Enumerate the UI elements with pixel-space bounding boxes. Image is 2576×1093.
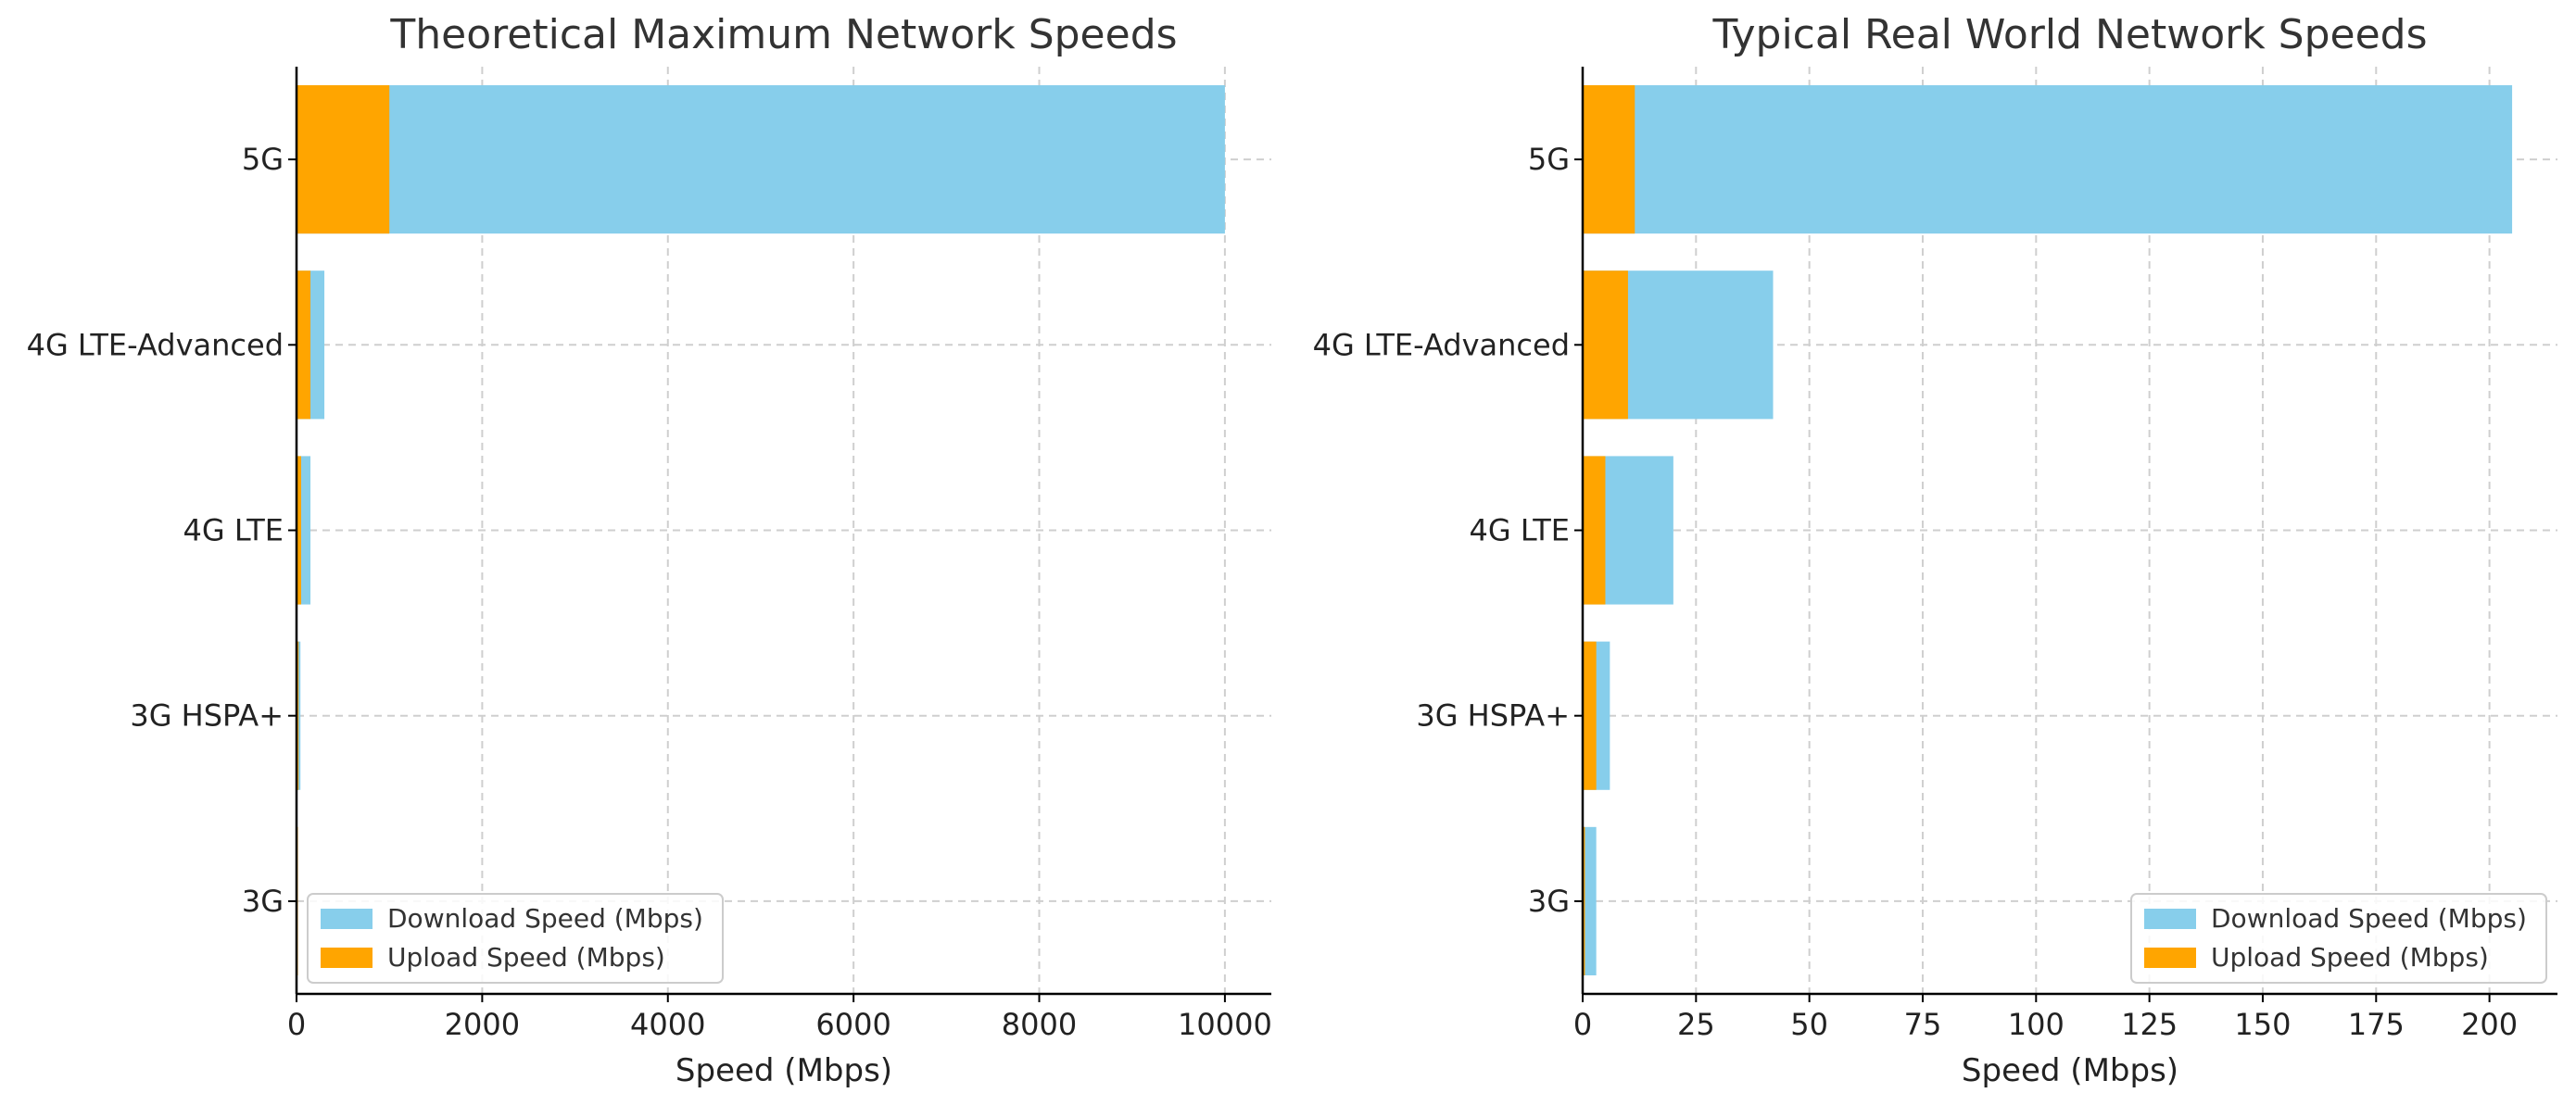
download-bar-5g	[297, 85, 1225, 234]
chart-title: Typical Real World Network Speeds	[1711, 11, 2427, 58]
upload-bar-5g	[1583, 85, 1635, 234]
chart-theoretical-max: 0 2000 4000 6000 8000 10000 3G 3G HSPA+ 4G LTE 4G…	[27, 11, 1272, 1089]
download-bar-3g	[1583, 826, 1597, 975]
y-tick-label: 3G	[1528, 884, 1570, 919]
legend: Download Speed (Mbps) Upload Speed (Mbps)	[307, 893, 724, 984]
x-tick-label: 125	[2121, 1007, 2178, 1042]
x-tick-label: 50	[1790, 1007, 1828, 1042]
legend-label-download: Download Speed (Mbps)	[387, 903, 703, 934]
legend-label-upload: Upload Speed (Mbps)	[2211, 942, 2489, 973]
upload-bar-4g-lte	[1583, 456, 1606, 605]
y-tick-label: 4G LTE	[183, 513, 284, 548]
x-tick-label: 75	[1904, 1007, 1942, 1042]
x-tick-label: 10000	[1178, 1007, 1272, 1042]
upload-bar-5g	[297, 85, 390, 234]
legend-swatch-download	[321, 909, 373, 929]
x-tick-label: 0	[287, 1007, 306, 1042]
x-axis-label: Speed (Mbps)	[676, 1052, 892, 1089]
y-tick-label: 3G HSPA+	[1416, 698, 1570, 734]
x-tick-label: 25	[1677, 1007, 1715, 1042]
x-tick-label: 2000	[445, 1007, 520, 1042]
x-tick-label: 0	[1573, 1007, 1592, 1042]
legend-swatch-upload	[2144, 948, 2196, 968]
upload-bar-4g-lte-advanced	[297, 270, 311, 420]
upload-bar-3g-hspa-	[1583, 641, 1597, 790]
y-tick-label: 4G LTE	[1469, 513, 1570, 548]
y-tick-label: 3G	[242, 884, 284, 919]
x-tick-label: 150	[2234, 1007, 2291, 1042]
x-tick-label: 200	[2461, 1007, 2518, 1042]
legend-label-upload: Upload Speed (Mbps)	[387, 942, 665, 973]
legend-swatch-download	[2144, 909, 2196, 929]
legend-frame	[2130, 893, 2547, 984]
y-tick-label: 3G HSPA+	[130, 698, 284, 734]
y-tick-label: 4G LTE-Advanced	[1313, 327, 1570, 362]
x-tick-label: 6000	[815, 1007, 890, 1042]
x-tick-label: 8000	[1002, 1007, 1077, 1042]
y-tick-label: 5G	[242, 142, 284, 177]
y-tick-label: 4G LTE-Advanced	[27, 327, 284, 362]
y-tick-label: 5G	[1528, 142, 1570, 177]
x-tick-label: 4000	[630, 1007, 705, 1042]
upload-bar-4g-lte-advanced	[1583, 270, 1628, 420]
legend-swatch-upload	[321, 948, 373, 968]
x-tick-label: 175	[2348, 1007, 2405, 1042]
x-axis-label: Speed (Mbps)	[1962, 1052, 2178, 1089]
upload-bar-4g-lte	[297, 456, 302, 605]
legend: Download Speed (Mbps) Upload Speed (Mbps)	[2130, 893, 2547, 984]
legend-frame	[307, 893, 724, 984]
chart-real-world: 0 25 50 75 100 125 150 175 200 3G 3G HSPA+ 4G LTE 4G…	[1313, 11, 2557, 1089]
legend-label-download: Download Speed (Mbps)	[2211, 903, 2527, 934]
x-tick-label: 100	[2008, 1007, 2065, 1042]
chart-title: Theoretical Maximum Network Speeds	[389, 11, 1177, 58]
download-bar-5g	[1583, 85, 2513, 234]
